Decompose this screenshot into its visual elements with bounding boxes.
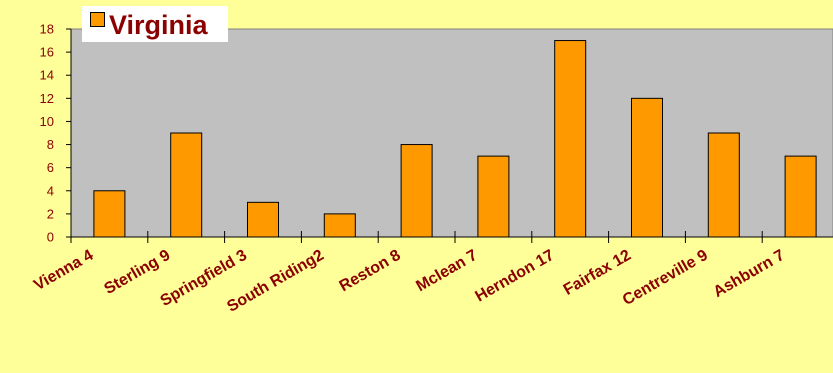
y-axis: 0 2 4 6 8 10 12 14 16 18: [40, 22, 72, 245]
y-tick-label: 0: [47, 230, 54, 245]
bar: [247, 201, 279, 238]
legend: Virginia: [82, 6, 228, 42]
x-category-label: Ashburn 7: [711, 247, 788, 301]
bar: [400, 144, 433, 238]
y-tick-label: 14: [40, 68, 54, 83]
x-category-label: Centreville 9: [620, 247, 711, 309]
y-tick-label: 2: [47, 206, 54, 221]
legend-label: Virginia: [109, 10, 208, 40]
y-tick-label: 10: [40, 114, 54, 129]
bar: [170, 132, 203, 238]
bar: [554, 40, 587, 238]
y-tick-label: 6: [47, 160, 54, 175]
x-category-label: Reston 8: [337, 247, 404, 296]
y-tick-label: 18: [40, 22, 54, 37]
x-category-label: Fairfax 12: [561, 247, 634, 299]
y-tick-label: 12: [40, 91, 54, 106]
y-tick-label: 4: [47, 183, 54, 198]
x-category-label: Sterling 9: [102, 247, 174, 298]
bar: [707, 132, 740, 238]
y-tick-label: 8: [47, 137, 54, 152]
bar: [631, 97, 663, 238]
y-tick-label: 16: [40, 45, 54, 60]
bars: [93, 40, 817, 238]
x-category-label: Herndon 17: [472, 247, 557, 306]
bar: [784, 155, 817, 238]
legend-swatch: [90, 12, 105, 27]
x-category-label: Vienna 4: [31, 247, 96, 295]
x-category-label: Mclean 7: [413, 247, 480, 296]
bar: [93, 190, 126, 238]
bar: [323, 213, 356, 238]
bar: [477, 155, 510, 238]
